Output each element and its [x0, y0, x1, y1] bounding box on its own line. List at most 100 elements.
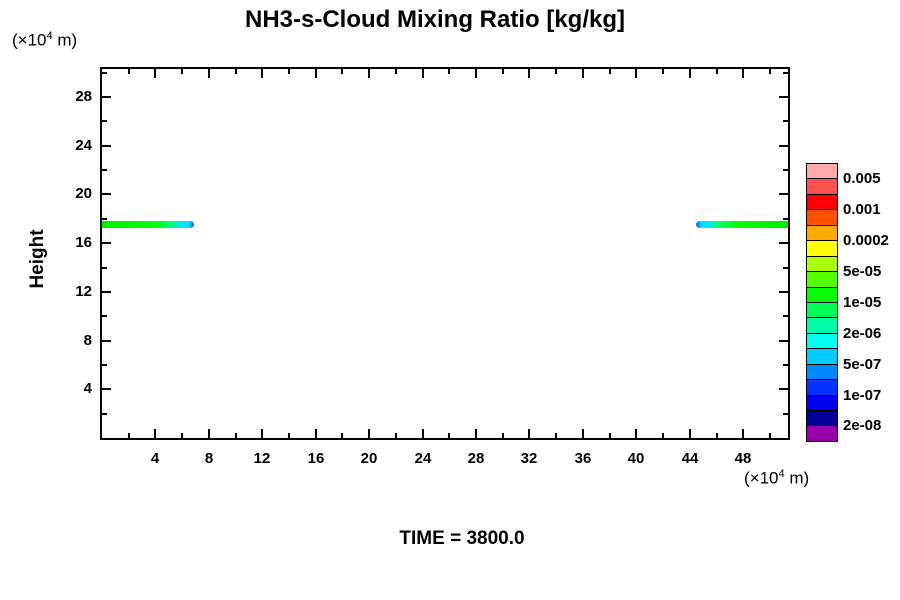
x-minor-tick: [181, 433, 183, 438]
x-tick-label: 32: [520, 450, 538, 467]
x-major-tick: [635, 69, 637, 78]
time-label: TIME = 3800.0: [399, 528, 525, 549]
colorbar-cell: [806, 301, 838, 319]
x-minor-tick: [395, 69, 397, 74]
plot-area: [102, 69, 788, 438]
colorbar-cell: [806, 193, 838, 211]
y-major-tick: [102, 96, 111, 98]
colorbar-tick-label: 5e-07: [843, 355, 882, 373]
y-minor-tick: [102, 315, 107, 317]
y-minor-tick: [102, 364, 107, 366]
colorbar-cell: [806, 317, 838, 334]
x-tick-label: 4: [150, 450, 160, 467]
colorbar-cell: [806, 410, 838, 427]
plot-frame: [100, 67, 790, 440]
colorbar-tick-label: 0.0002: [843, 232, 889, 250]
y-minor-tick: [102, 169, 107, 171]
y-major-tick: [779, 242, 788, 244]
x-minor-tick: [288, 69, 290, 74]
x-tick-label: 28: [467, 450, 485, 467]
y-major-tick: [102, 388, 111, 390]
y-minor-tick: [102, 267, 107, 269]
x-minor-tick: [288, 433, 290, 438]
y-tick-label: 24: [75, 137, 92, 154]
y-minor-tick: [783, 218, 788, 220]
y-major-tick: [102, 145, 111, 147]
colorbar-cell: [806, 240, 838, 257]
x-tick-label: 48: [734, 450, 752, 467]
x-major-tick: [582, 429, 584, 438]
x-major-tick: [368, 429, 370, 438]
x-major-tick: [154, 429, 156, 438]
y-axis-unit-post: m): [52, 30, 78, 50]
y-axis-unit-pre: (×10: [12, 30, 47, 50]
x-minor-tick: [555, 433, 557, 438]
x-major-tick: [208, 69, 210, 78]
cloud-band-right: [695, 221, 788, 229]
colorbar-cell: [806, 363, 838, 381]
y-major-tick: [779, 340, 788, 342]
x-tick-label: 44: [681, 450, 699, 467]
colorbar-cell: [806, 271, 838, 288]
x-major-tick: [315, 69, 317, 78]
x-minor-tick: [235, 433, 237, 438]
x-tick-label: 24: [414, 450, 432, 467]
x-axis-unit-pre: (×10: [744, 468, 779, 488]
colorbar-cell: [806, 425, 838, 442]
x-major-tick: [475, 429, 477, 438]
y-major-tick: [102, 193, 111, 195]
x-major-tick: [742, 69, 744, 78]
colorbar-cell: [806, 209, 838, 226]
x-minor-tick: [555, 69, 557, 74]
y-major-tick: [779, 193, 788, 195]
x-minor-tick: [395, 433, 397, 438]
x-tick-label: 12: [253, 450, 271, 467]
x-major-tick: [154, 69, 156, 78]
x-axis-unit-label: (×104 m): [744, 468, 809, 489]
colorbar-cell: [806, 255, 838, 273]
x-minor-tick: [502, 69, 504, 74]
x-major-tick: [261, 69, 263, 78]
y-major-tick: [779, 96, 788, 98]
chart-title: NH3-s-Cloud Mixing Ratio [kg/kg]: [245, 6, 625, 33]
x-axis-unit-sup: 4: [778, 468, 785, 480]
y-axis-unit-label: (×104 m): [12, 30, 77, 51]
y-minor-tick: [783, 267, 788, 269]
colorbar-tick-label: 1e-05: [843, 293, 882, 311]
x-major-tick: [582, 69, 584, 78]
colorbar-cell: [806, 178, 838, 195]
x-major-tick: [528, 69, 530, 78]
colorbar-cell: [806, 163, 838, 180]
x-major-tick: [208, 429, 210, 438]
x-major-tick: [528, 429, 530, 438]
y-minor-tick: [102, 218, 107, 220]
colorbar-cell: [806, 286, 838, 303]
colorbar-tick-label: 5e-05: [843, 263, 882, 281]
colorbar-cell: [806, 224, 838, 242]
x-minor-tick: [502, 433, 504, 438]
x-tick-label: 8: [204, 450, 214, 467]
colorbar-tick-label: 0.005: [843, 170, 881, 188]
x-minor-tick: [716, 433, 718, 438]
colorbar: [806, 163, 840, 442]
x-minor-tick: [609, 69, 611, 74]
x-major-tick: [261, 429, 263, 438]
y-minor-tick: [783, 72, 788, 74]
y-minor-tick: [102, 413, 107, 415]
y-axis-unit-sup: 4: [46, 30, 53, 42]
colorbar-cell: [806, 348, 838, 365]
x-tick-label: 20: [360, 450, 378, 467]
y-minor-tick: [783, 120, 788, 122]
y-tick-label: 8: [83, 332, 92, 349]
x-major-tick: [368, 69, 370, 78]
x-minor-tick: [448, 69, 450, 74]
x-major-tick: [742, 429, 744, 438]
y-tick-label: 28: [75, 88, 92, 105]
x-major-tick: [422, 69, 424, 78]
x-minor-tick: [662, 433, 664, 438]
x-minor-tick: [128, 69, 130, 74]
x-tick-label: 40: [627, 450, 645, 467]
x-minor-tick: [341, 69, 343, 74]
y-minor-tick: [783, 413, 788, 415]
